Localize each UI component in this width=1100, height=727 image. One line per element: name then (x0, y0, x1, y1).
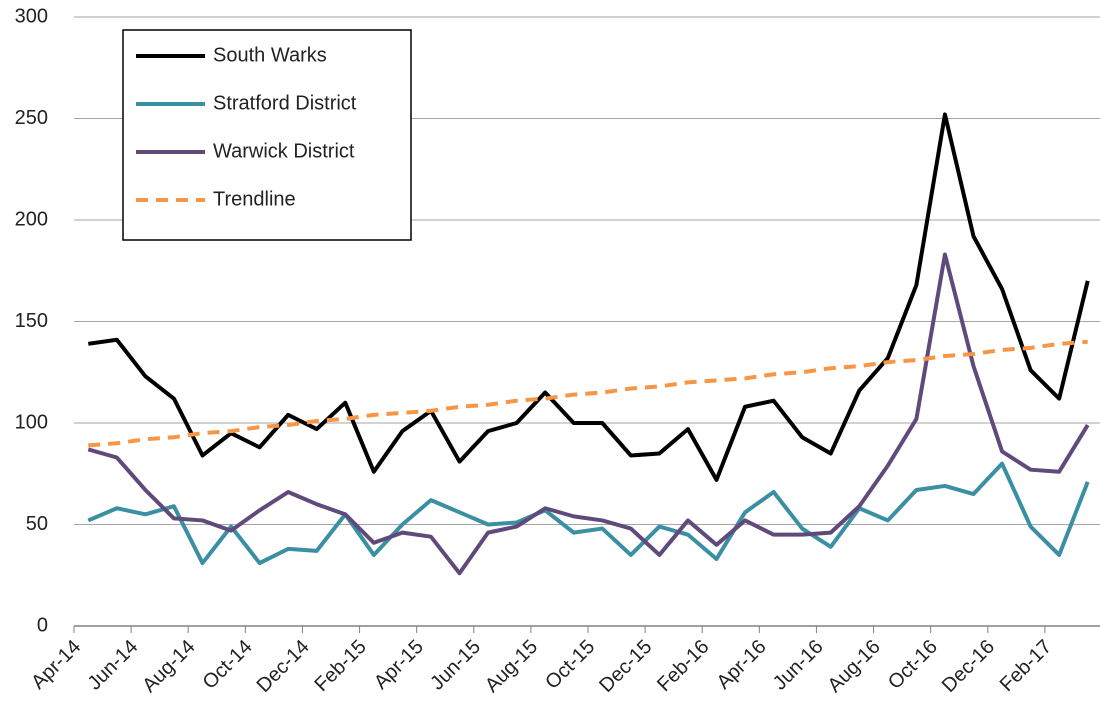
x-tick-label: Dec-16 (938, 636, 999, 697)
legend-label: Stratford District (213, 92, 357, 114)
y-tick-label: 300 (15, 5, 48, 27)
legend-label: Warwick District (213, 140, 355, 162)
series-line (87, 461, 1090, 566)
x-tick-label: Jun-14 (84, 636, 143, 695)
y-tick-label: 250 (15, 107, 48, 129)
y-tick-label: 100 (15, 411, 48, 433)
x-tick-label: Oct-16 (884, 636, 942, 694)
x-tick-label: Aug-14 (138, 636, 199, 697)
x-tick-label: Dec-15 (595, 636, 656, 697)
legend: South Warks Stratford District Warwick Dis… (122, 29, 412, 241)
x-tick-label: Feb-17 (996, 636, 1056, 696)
legend-label: South Warks (213, 44, 327, 66)
x-tick-label: Feb-16 (653, 636, 713, 696)
x-tick-label: Feb-15 (310, 636, 370, 696)
x-tick-label: Apr-16 (713, 636, 771, 694)
x-tick-label: Jun-15 (426, 636, 485, 695)
y-tick-label: 0 (37, 614, 48, 636)
x-tick-label: Jun-16 (769, 636, 828, 695)
series-line (87, 252, 1090, 576)
x-tick-label: Oct-14 (199, 636, 257, 694)
x-tick-label: Aug-16 (824, 636, 885, 697)
legend-box (122, 29, 412, 241)
legend-label: Trendline (213, 188, 296, 210)
y-tick-label: 50 (26, 513, 48, 535)
x-tick-label: Apr-14 (27, 636, 85, 694)
x-tick-label: Aug-15 (481, 636, 542, 697)
y-tick-label: 150 (15, 310, 48, 332)
x-tick-label: Apr-15 (370, 636, 428, 694)
series-line (88, 339, 1088, 448)
series-line (87, 112, 1090, 482)
x-tick-label: Dec-14 (253, 636, 314, 697)
y-tick-label: 200 (15, 208, 48, 230)
x-tick-label: Oct-15 (541, 636, 599, 694)
